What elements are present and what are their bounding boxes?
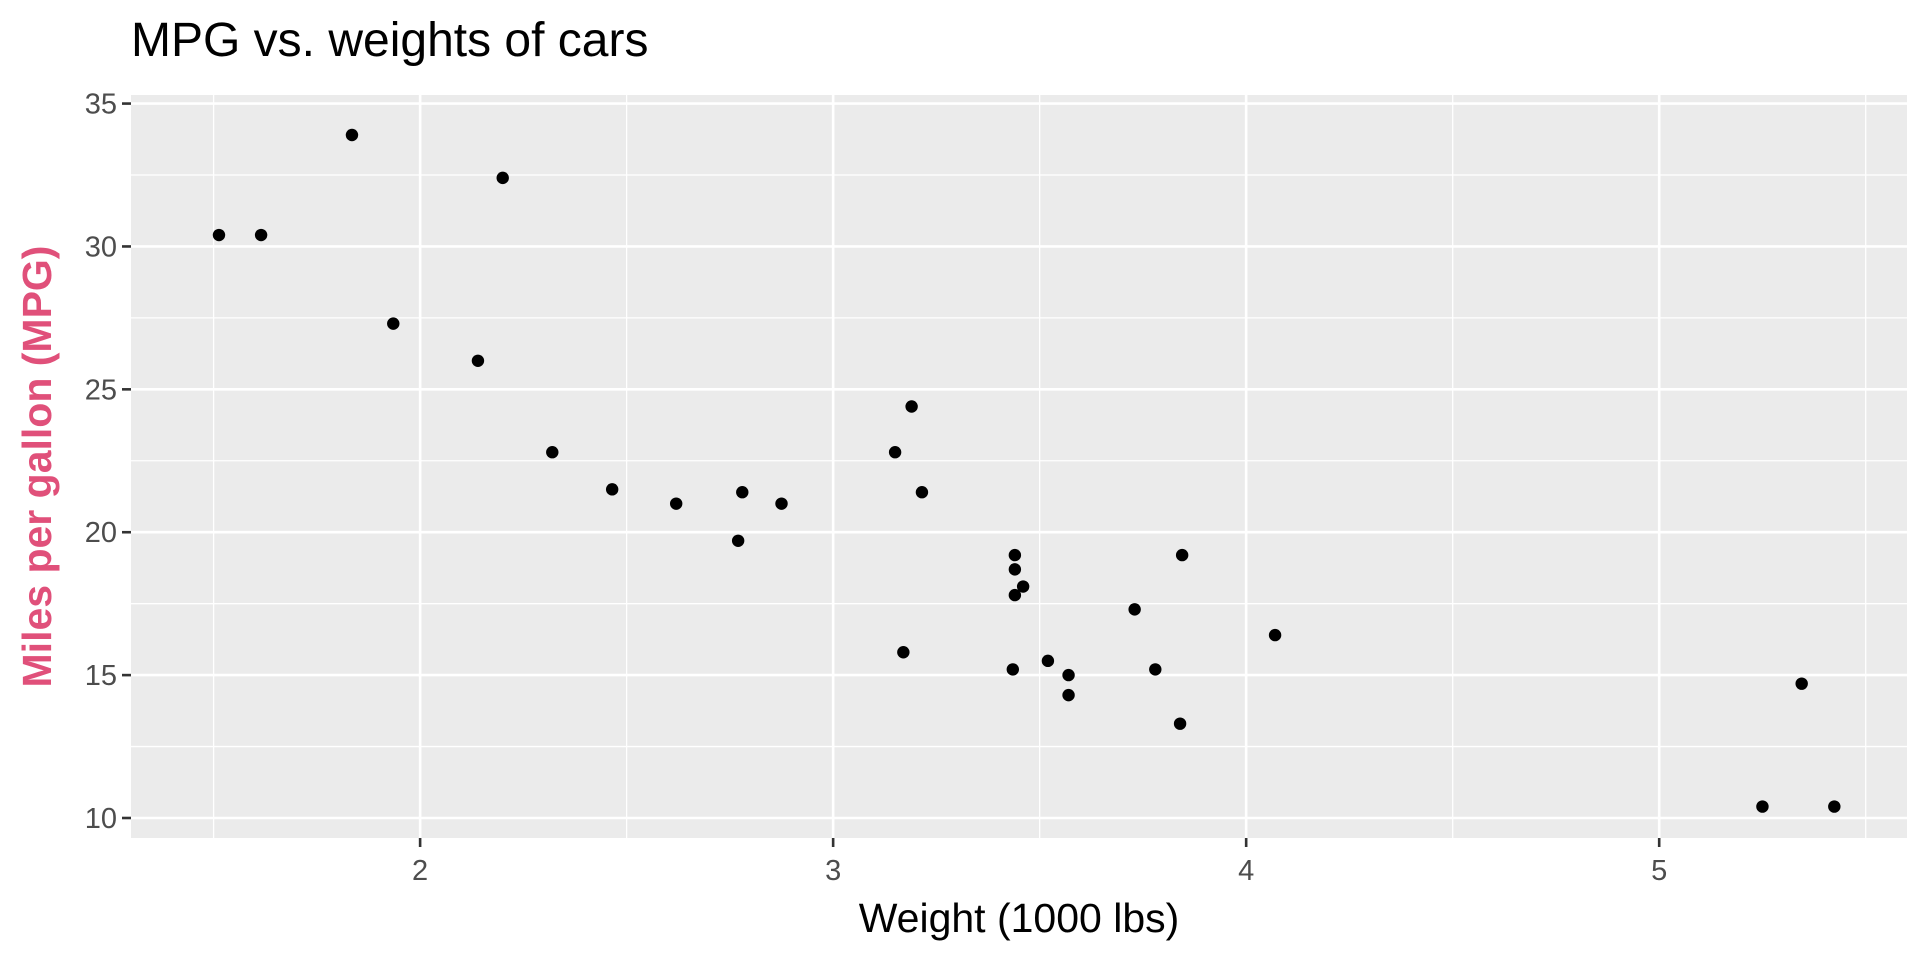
data-point bbox=[1173, 717, 1187, 730]
data-point bbox=[1268, 628, 1282, 642]
y-tick-label: 35 bbox=[85, 89, 117, 121]
plot-panel-background bbox=[131, 95, 1907, 838]
data-point bbox=[1149, 663, 1162, 676]
x-tick-label: 2 bbox=[412, 855, 428, 887]
data-point bbox=[1008, 563, 1022, 576]
y-tick-label: 10 bbox=[85, 803, 117, 835]
minor-gridlines bbox=[131, 95, 1907, 838]
data-point bbox=[471, 354, 485, 367]
data-point bbox=[1062, 668, 1075, 682]
data-point bbox=[1128, 603, 1141, 616]
data-point bbox=[387, 317, 400, 330]
data-point bbox=[1795, 677, 1808, 690]
data-points bbox=[212, 128, 1841, 813]
data-point bbox=[1008, 548, 1022, 562]
data-point bbox=[731, 534, 745, 547]
data-point bbox=[496, 171, 509, 185]
chart-title: MPG vs. weights of cars bbox=[131, 14, 648, 67]
data-point bbox=[905, 400, 918, 413]
data-point bbox=[254, 228, 268, 242]
data-point bbox=[1828, 800, 1841, 813]
data-point bbox=[345, 128, 359, 142]
data-point bbox=[1006, 663, 1020, 676]
data-point bbox=[1175, 548, 1189, 562]
data-point bbox=[915, 486, 929, 499]
data-point bbox=[212, 228, 226, 242]
data-point bbox=[897, 646, 910, 659]
data-point bbox=[546, 446, 559, 459]
x-tick-label: 3 bbox=[825, 855, 841, 887]
data-point bbox=[1062, 688, 1075, 702]
y-axis-label: Miles per gallon (MPG) bbox=[14, 246, 60, 688]
data-point bbox=[1016, 580, 1030, 593]
y-tick-label: 15 bbox=[85, 660, 117, 692]
x-axis-label: Weight (1000 lbs) bbox=[859, 895, 1180, 941]
data-point bbox=[605, 483, 619, 496]
data-point bbox=[775, 497, 788, 510]
y-tick-label: 20 bbox=[85, 517, 117, 549]
data-point bbox=[736, 486, 749, 499]
major-gridlines bbox=[131, 95, 1907, 838]
y-axis: 10 15 20 25 30 35 bbox=[85, 89, 131, 835]
y-tick-label: 25 bbox=[85, 374, 117, 406]
y-tick-label: 30 bbox=[85, 231, 117, 263]
x-axis: 2 3 4 5 bbox=[412, 838, 1667, 887]
data-point bbox=[669, 497, 683, 510]
data-point bbox=[1041, 654, 1055, 668]
x-tick-label: 5 bbox=[1651, 855, 1667, 887]
data-point bbox=[888, 446, 902, 459]
data-point bbox=[1756, 800, 1769, 813]
data-point bbox=[1008, 588, 1022, 602]
x-tick-label: 4 bbox=[1238, 855, 1254, 887]
